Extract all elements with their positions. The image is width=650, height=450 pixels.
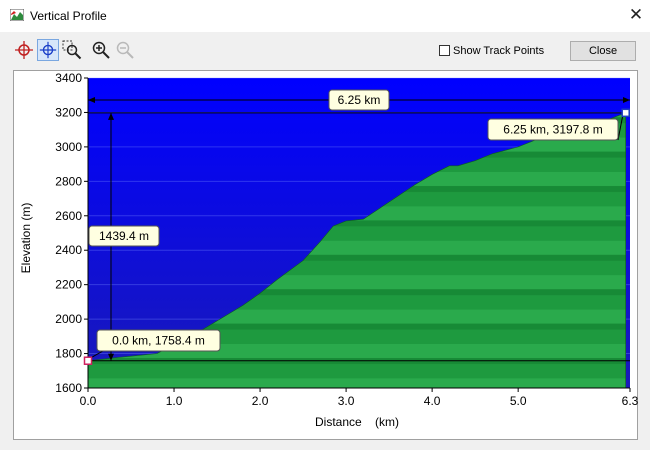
start-point-marker[interactable]: [83, 356, 93, 365]
end-point-label: 6.25 km, 3197.8 m: [503, 123, 602, 137]
measurement-overlay: 6.25 km 1439.4 m 0.0 km, 1758.4 m 6.25 km, …: [83, 89, 630, 365]
distance-arrow-left: [88, 97, 95, 103]
window-title: Vertical Profile: [30, 9, 107, 23]
distance-arrow-right: [623, 97, 630, 103]
y-tick-label: 2600: [55, 209, 82, 223]
axis-ticks: 1600 1800 2000 2200 2400 2600 2800 3000 3200 3400…: [55, 71, 638, 408]
y-tick-label: 1600: [55, 381, 82, 395]
elevation-arrow-bottom: [108, 353, 114, 361]
blue-crosshair-icon[interactable]: [37, 39, 59, 61]
end-point-label-pointer: [617, 115, 624, 141]
x-tick-label: 3.0: [338, 394, 355, 408]
distance-label-box: [328, 89, 390, 111]
zoom-in-icon[interactable]: [90, 39, 112, 61]
y-axis-label: Elevation (m): [19, 203, 33, 274]
y-tick-label: 3200: [55, 105, 82, 119]
x-tick-label: 2.0: [252, 394, 269, 408]
close-icon[interactable]: ✕: [628, 5, 644, 24]
start-point-label: 0.0 km, 1758.4 m: [112, 334, 205, 348]
start-point-label-box: [96, 329, 221, 352]
profile-app-icon: [10, 9, 24, 21]
title-bar: Vertical Profile ✕: [0, 0, 650, 32]
distance-label: 6.25 km: [338, 93, 381, 107]
x-tick-label: 1.0: [166, 394, 183, 408]
red-crosshair-icon[interactable]: [13, 39, 35, 61]
y-tick-label: 1800: [55, 347, 82, 361]
x-tick-label: 4.0: [424, 394, 441, 408]
elevation-diff-label: 1439.4 m: [99, 229, 149, 243]
x-tick-label: 0.0: [80, 394, 97, 408]
toolbar: [0, 32, 650, 68]
elevation-diff-label-box: [88, 225, 160, 247]
start-point-label-pointer: [90, 350, 104, 359]
end-point-label-box: [487, 118, 619, 141]
x-tick-label: 5.0: [510, 394, 527, 408]
elevation-arrow-top: [108, 112, 114, 120]
y-tick-label: 2400: [55, 243, 82, 257]
y-tick-label: 3000: [55, 140, 82, 154]
y-tick-label: 2000: [55, 312, 82, 326]
y-tick-label: 2200: [55, 278, 82, 292]
show-track-points-label: Show Track Points: [453, 45, 545, 57]
y-tick-label: 3400: [55, 71, 82, 85]
show-track-points-checkbox[interactable]: [439, 45, 450, 56]
close-button[interactable]: Close: [570, 41, 636, 61]
x-axis-label: Distance (km): [315, 415, 399, 429]
end-point-marker[interactable]: [621, 108, 630, 118]
y-tick-label: 2800: [55, 174, 82, 188]
x-tick-label: 6.3: [622, 394, 639, 408]
zoom-area-icon[interactable]: [61, 39, 83, 61]
zoom-out-icon[interactable]: [114, 39, 136, 61]
